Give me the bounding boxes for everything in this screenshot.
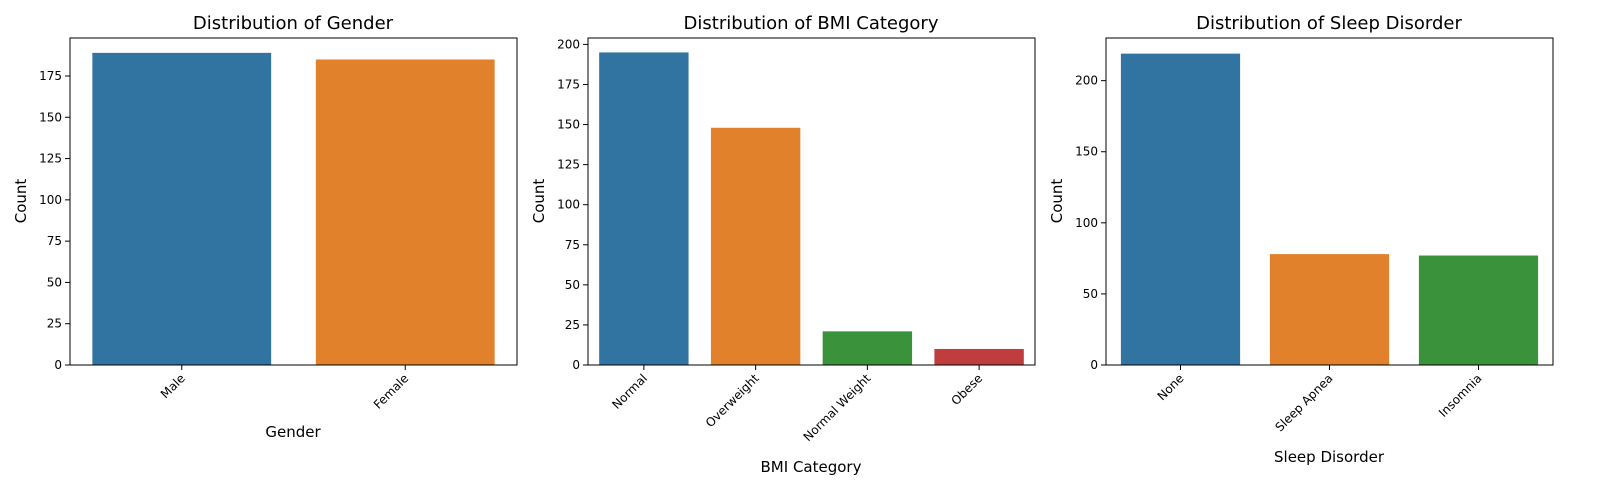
y-tick-label: 75 xyxy=(47,234,62,248)
x-tick-label: Female xyxy=(371,371,412,412)
x-tick-label: Overweight xyxy=(703,371,762,430)
plot-area: 0 50 100 150 200 None Sleep Apnea Insomnia xyxy=(1075,37,1554,434)
y-axis-label: Count xyxy=(1048,179,1066,224)
y-tick-label: 150 xyxy=(39,110,62,124)
plot-area: 0 25 50 75 100 125 150 175 Male Female xyxy=(39,37,518,412)
y-tick-label: 50 xyxy=(1083,287,1098,301)
bar-normal-weight xyxy=(822,331,913,365)
x-axis-label: BMI Category xyxy=(761,458,862,476)
y-tick-label: 150 xyxy=(1075,145,1098,159)
bar-female xyxy=(315,59,495,365)
bar-obese xyxy=(934,348,1024,365)
sleep-disorder-chart: Distribution of Sleep Disorder Sleep Dis… xyxy=(1048,13,1554,466)
bmi-category-chart: Distribution of BMI Category BMI Categor… xyxy=(530,13,1036,476)
y-tick-label: 100 xyxy=(1075,216,1098,230)
axes-frame xyxy=(69,37,518,366)
axes-frame xyxy=(587,37,1036,366)
x-axis-label: Sleep Disorder xyxy=(1274,448,1385,466)
y-tick-label: 100 xyxy=(557,198,580,212)
y-tick-label: 100 xyxy=(39,193,62,207)
chart-title: Distribution of BMI Category xyxy=(684,13,939,34)
bar-overweight xyxy=(710,127,801,365)
y-tick-label: 25 xyxy=(47,317,62,331)
axes-frame xyxy=(1105,37,1554,366)
x-tick-label: Normal Weight xyxy=(801,371,874,444)
x-tick-label: Obese xyxy=(948,371,985,408)
bar-insomnia xyxy=(1418,255,1539,365)
x-axis-label: Gender xyxy=(265,423,321,441)
bar-sleep-apnea xyxy=(1269,254,1390,365)
y-tick-label: 175 xyxy=(39,69,62,83)
plot-area: 0 25 50 75 100 125 150 175 200 Normal Overweight No… xyxy=(557,37,1036,444)
x-tick-label: Normal xyxy=(609,371,650,412)
y-tick-label: 50 xyxy=(47,275,62,289)
y-tick-label: 50 xyxy=(565,278,580,292)
y-tick-label: 150 xyxy=(557,118,580,132)
bar-none xyxy=(1120,53,1241,365)
y-tick-label: 75 xyxy=(565,238,580,252)
y-axis-label: Count xyxy=(12,179,30,224)
y-tick-label: 200 xyxy=(1075,74,1098,88)
chart-title: Distribution of Sleep Disorder xyxy=(1196,13,1462,34)
x-tick-label: Sleep Apnea xyxy=(1272,371,1335,434)
y-tick-label: 125 xyxy=(557,158,580,172)
bar-normal xyxy=(599,52,689,366)
x-tick-label: Insomnia xyxy=(1436,371,1485,420)
x-tick-label: Male xyxy=(158,371,188,401)
bar-male xyxy=(92,52,272,366)
y-tick-label: 0 xyxy=(1090,358,1098,372)
y-tick-label: 0 xyxy=(572,358,580,372)
y-tick-label: 200 xyxy=(557,37,580,51)
y-axis-label: Count xyxy=(530,179,548,224)
gender-chart: Distribution of Gender Gender Count 0 25 5… xyxy=(12,13,518,441)
x-tick-label: None xyxy=(1155,371,1187,403)
chart-title: Distribution of Gender xyxy=(193,13,394,34)
y-tick-label: 0 xyxy=(54,358,62,372)
y-tick-label: 125 xyxy=(39,152,62,166)
y-tick-label: 25 xyxy=(565,318,580,332)
y-tick-label: 175 xyxy=(557,77,580,91)
